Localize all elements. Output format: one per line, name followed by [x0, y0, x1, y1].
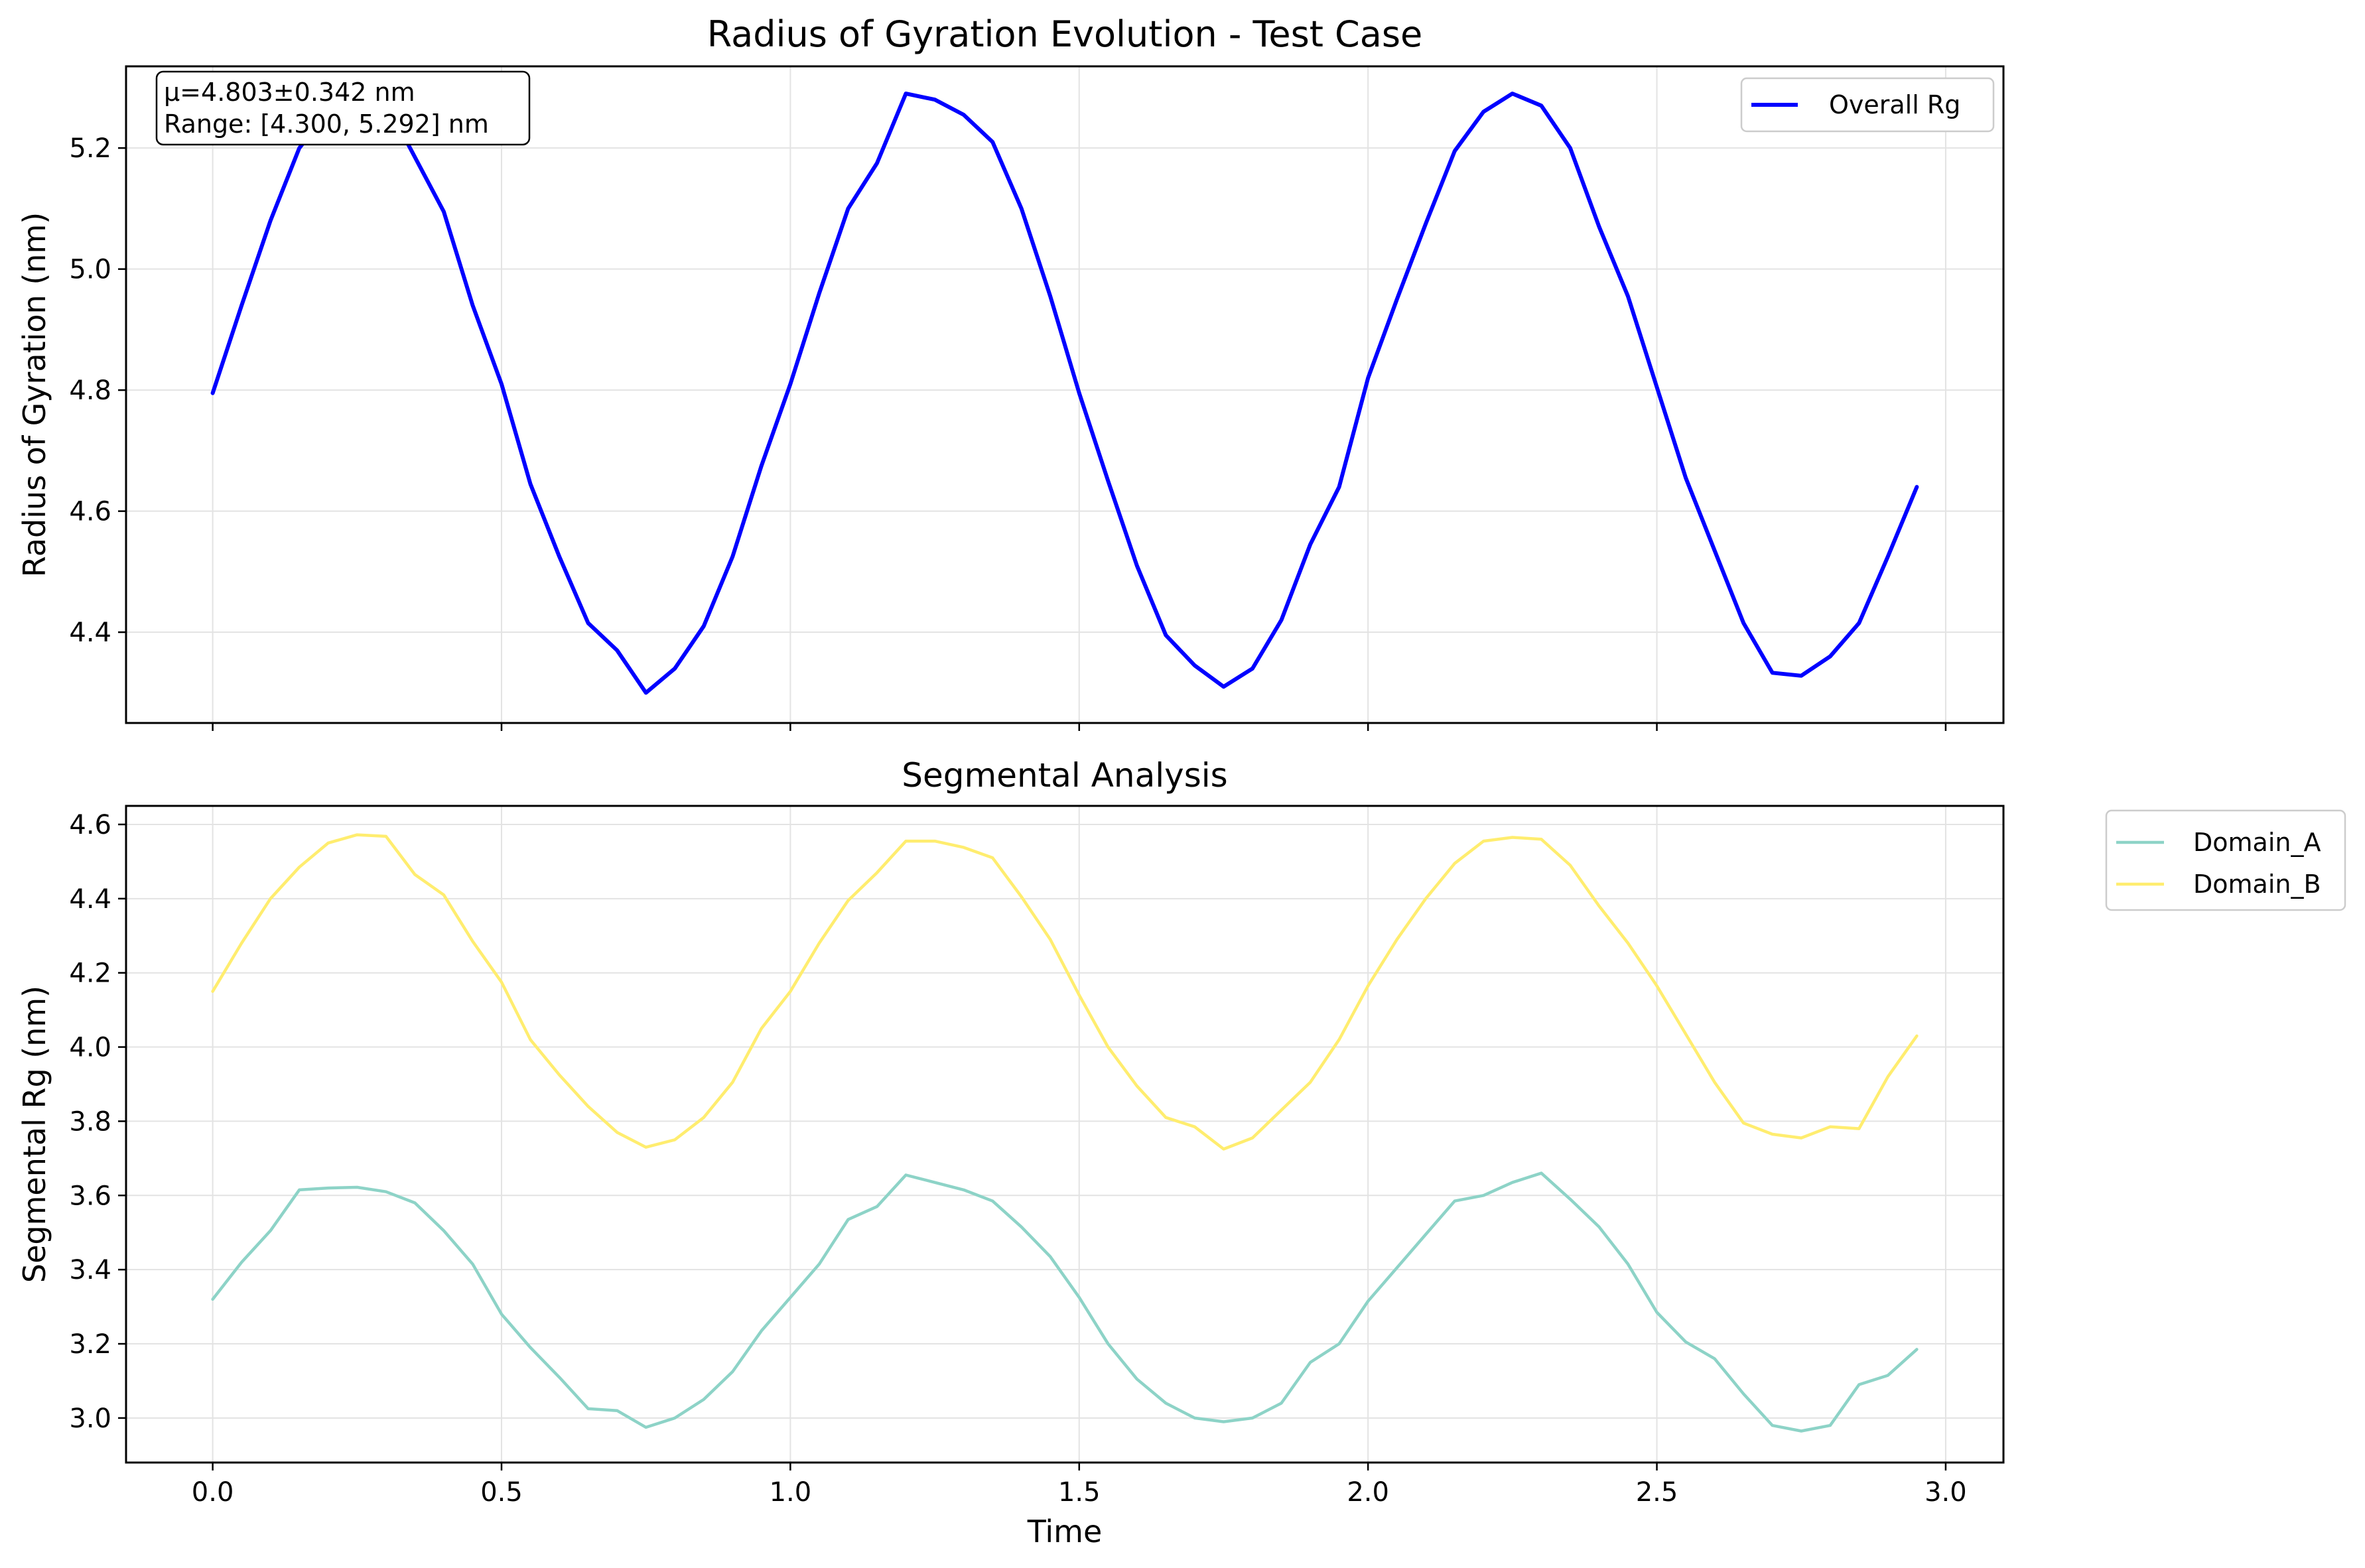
x-tick-label: 2.5 — [1636, 1477, 1678, 1508]
top-y-axis-ticks: 4.4 4.6 4.8 5.0 5.2 — [69, 133, 126, 648]
legend-label-overall-rg: Overall Rg — [1829, 90, 1960, 119]
x-tick-label: 1.0 — [770, 1477, 812, 1508]
top-y-tick-label: 5.2 — [69, 133, 111, 164]
x-tick-label: 1.5 — [1058, 1477, 1101, 1508]
segmental-panel: Segmental Analysis 3.0 3.2 3.4 3.6 3.8 4.0 4.2… — [17, 756, 2346, 1549]
top-y-axis-label: Radius of Gyration (nm) — [17, 212, 52, 577]
bottom-legend-frame — [2105, 809, 2346, 911]
bot-y-tick-label: 3.4 — [69, 1255, 111, 1285]
legend-label-domain-b: Domain_B — [2193, 870, 2321, 899]
x-tick-label: 2.0 — [1347, 1477, 1389, 1508]
bottom-y-axis-ticks: 3.0 3.2 3.4 3.6 3.8 4.0 4.2 4.4 4.6 — [69, 810, 126, 1434]
bot-y-tick-label: 4.2 — [69, 958, 111, 989]
top-x-axis-ticks — [212, 723, 1947, 731]
bottom-y-axis-label: Segmental Rg (nm) — [17, 986, 52, 1283]
series-line-domain-a — [211, 1171, 1919, 1433]
top-y-tick-label: 5.0 — [69, 255, 111, 285]
bottom-series-layer — [211, 833, 1919, 1433]
stats-box: μ=4.803±0.342 nm Range: [4.300, 5.292] n… — [155, 70, 531, 146]
top-legend: Overall Rg — [1740, 77, 1995, 133]
x-tick-label: 0.5 — [480, 1477, 523, 1508]
top-plot-frame — [125, 65, 2005, 724]
bot-y-tick-label: 4.6 — [69, 810, 111, 840]
stats-box-frame — [155, 70, 531, 146]
series-line-overall-rg — [210, 90, 1919, 695]
segmental-title: Segmental Analysis — [902, 756, 1227, 795]
chart-title: Radius of Gyration Evolution - Test Case — [707, 13, 1422, 55]
x-tick-label: 0.0 — [192, 1477, 234, 1508]
top-grid — [126, 66, 2003, 723]
top-y-tick-label: 4.4 — [69, 618, 111, 648]
x-tick-label: 3.0 — [1925, 1477, 1967, 1508]
stats-range: Range: [4.300, 5.292] nm — [164, 109, 489, 139]
bottom-legend: Domain_A Domain_B — [2105, 809, 2346, 911]
bot-y-tick-label: 3.0 — [69, 1404, 111, 1434]
top-y-tick-label: 4.6 — [69, 497, 111, 527]
top-legend-frame — [1740, 77, 1995, 133]
x-axis-label: Time — [1027, 1514, 1103, 1549]
series-line-domain-b — [211, 833, 1919, 1151]
bottom-grid — [126, 806, 2003, 1463]
top-series-layer — [210, 90, 1919, 695]
stats-mean: μ=4.803±0.342 nm — [164, 78, 415, 107]
bot-y-tick-label: 3.2 — [69, 1329, 111, 1360]
bot-y-tick-label: 4.0 — [69, 1033, 111, 1063]
bot-y-tick-label: 4.4 — [69, 884, 111, 915]
legend-label-domain-a: Domain_A — [2193, 828, 2321, 857]
bot-y-tick-label: 3.6 — [69, 1181, 111, 1211]
overall-rg-panel: Radius of Gyration Evolution - Test Case… — [17, 13, 2005, 731]
bottom-plot-frame — [125, 805, 2005, 1464]
bottom-x-axis-ticks: 0.0 0.5 1.0 1.5 2.0 2.5 3.0 — [192, 1463, 1967, 1508]
bot-y-tick-label: 3.8 — [69, 1106, 111, 1137]
top-y-tick-label: 4.8 — [69, 375, 111, 406]
